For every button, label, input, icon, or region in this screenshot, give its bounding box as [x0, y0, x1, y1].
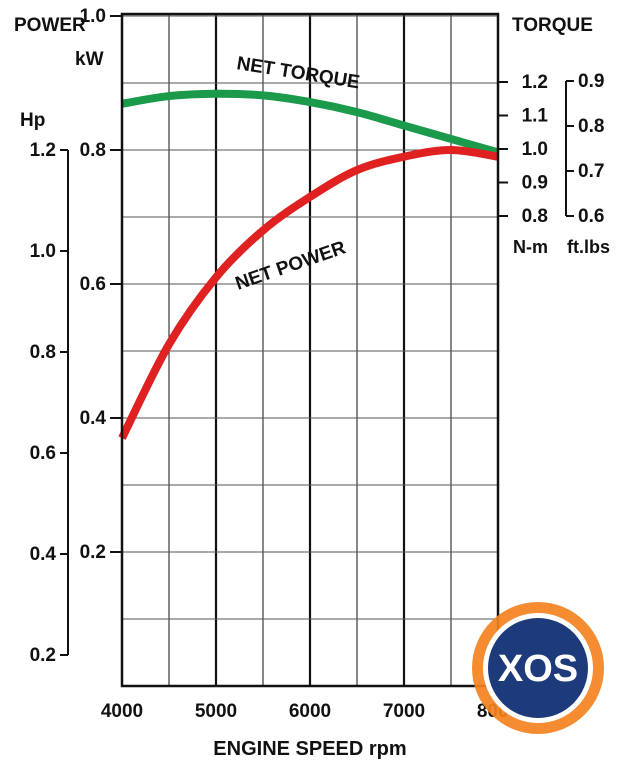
hp-tick-label: 1.0 — [30, 241, 56, 262]
hp-unit-label: Hp — [20, 110, 45, 131]
nm-tick-label: 1.2 — [522, 72, 548, 93]
grid — [122, 14, 498, 686]
kw-unit-label: kW — [75, 49, 104, 70]
ftlbs-tick-label: 0.7 — [578, 161, 604, 182]
nm-tick-label: 1.0 — [522, 139, 548, 160]
x-axis-title: ENGINE SPEED rpm — [213, 738, 406, 760]
nm-tick-label: 0.8 — [522, 206, 548, 227]
watermark-text: XOS — [498, 648, 578, 690]
hp-tick-label: 0.6 — [30, 443, 56, 464]
x-tick-label: 4000 — [101, 701, 143, 722]
power-axis-title: POWER — [14, 15, 86, 36]
kw-tick-label: 0.2 — [80, 542, 106, 563]
ftlbs-unit-label: ft.lbs — [567, 237, 610, 257]
nm-tick-label: 0.9 — [522, 173, 548, 194]
x-tick-label: 6000 — [289, 701, 331, 722]
x-tick-label: 7000 — [383, 701, 425, 722]
torque-axis-title: TORQUE — [512, 15, 593, 36]
kw-tick-label: 0.4 — [80, 408, 107, 429]
hp-tick-label: 1.2 — [30, 140, 56, 161]
hp-tick-label: 0.4 — [30, 544, 57, 565]
hp-tick-label: 0.8 — [30, 342, 56, 363]
nm-tick-label: 1.1 — [522, 106, 549, 127]
axes: 400050006000700080000.20.40.60.81.00.20.… — [30, 6, 605, 722]
net-torque-label: NET TORQUE — [235, 53, 361, 93]
x-tick-label: 5000 — [195, 701, 237, 722]
plot-frame — [120, 12, 500, 688]
ftlbs-tick-label: 0.8 — [578, 116, 604, 137]
nm-unit-label: N-m — [513, 237, 548, 257]
hp-tick-label: 0.2 — [30, 645, 56, 666]
ftlbs-tick-label: 0.9 — [578, 71, 604, 92]
xos-watermark-logo: XOS — [472, 602, 604, 734]
curves — [118, 89, 500, 440]
net-torque-curve — [121, 89, 500, 157]
kw-tick-label: 1.0 — [80, 6, 106, 27]
kw-tick-label: 0.6 — [80, 274, 106, 295]
net-power-curve — [118, 145, 499, 440]
kw-tick-label: 0.8 — [80, 140, 106, 161]
ftlbs-tick-label: 0.6 — [578, 206, 604, 227]
